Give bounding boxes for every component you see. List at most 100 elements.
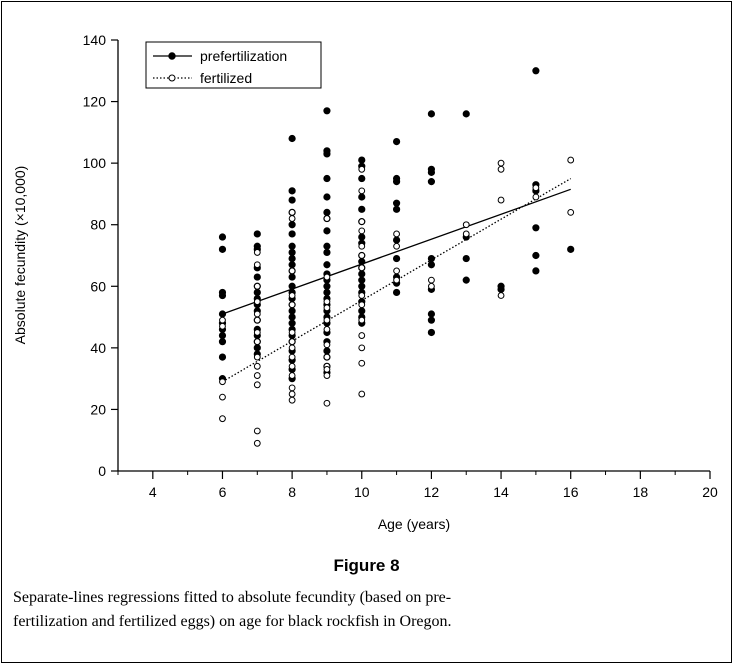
point-fertilized <box>288 338 296 346</box>
point-fertilized <box>497 196 505 204</box>
point-fertilized <box>497 165 505 173</box>
point-prefertilization <box>288 196 296 204</box>
x-tick-label: 6 <box>219 484 227 500</box>
point-prefertilization <box>323 282 331 290</box>
point-fertilized <box>532 184 540 192</box>
point-prefertilization <box>253 344 261 352</box>
point-prefertilization <box>288 134 296 143</box>
point-prefertilization <box>218 353 227 361</box>
point-fertilized <box>288 353 296 361</box>
point-fertilized <box>288 384 296 392</box>
point-prefertilization <box>427 328 436 337</box>
point-fertilized <box>253 282 261 290</box>
point-fertilized <box>462 221 470 229</box>
point-prefertilization <box>497 285 505 293</box>
point-prefertilization <box>427 168 436 176</box>
point-prefertilization <box>567 245 575 253</box>
point-prefertilization <box>323 242 331 250</box>
point-fertilized <box>219 322 226 330</box>
x-tick-label: 16 <box>563 484 579 500</box>
point-prefertilization <box>288 282 296 290</box>
point-prefertilization <box>392 205 401 213</box>
legend-marker-fertilized <box>168 74 176 82</box>
point-fertilized <box>288 362 296 370</box>
point-fertilized <box>428 282 435 290</box>
point-prefertilization <box>358 205 366 213</box>
point-fertilized <box>358 218 366 226</box>
point-fertilized <box>253 362 261 370</box>
x-tick-label: 20 <box>702 484 718 500</box>
point-fertilized <box>393 276 400 284</box>
regression-lines <box>222 177 572 383</box>
point-fertilized <box>253 249 261 256</box>
point-fertilized <box>323 298 331 306</box>
point-fertilized <box>323 316 331 324</box>
point-fertilized <box>288 292 296 299</box>
point-prefertilization <box>462 254 470 263</box>
point-fertilized <box>393 242 400 250</box>
point-prefertilization <box>323 347 331 355</box>
point-prefertilization <box>358 233 366 241</box>
point-fertilized <box>358 332 366 339</box>
point-prefertilization <box>218 310 227 318</box>
point-prefertilization <box>288 230 296 238</box>
point-fertilized <box>253 353 261 361</box>
y-tick-label: 100 <box>83 155 107 171</box>
point-fertilized <box>219 393 226 401</box>
point-fertilized <box>428 276 435 284</box>
point-fertilized <box>358 292 366 299</box>
point-prefertilization <box>392 254 401 263</box>
legend-marker-prefertilization <box>168 52 176 60</box>
point-fertilized <box>288 301 296 309</box>
point-prefertilization <box>288 313 296 321</box>
point-prefertilization <box>358 282 366 290</box>
point-prefertilization <box>323 174 331 183</box>
point-fertilized <box>253 310 261 318</box>
point-fertilized <box>323 341 331 349</box>
point-prefertilization <box>358 270 366 278</box>
point-fertilized <box>323 366 331 373</box>
point-prefertilization <box>427 310 436 318</box>
point-fertilized <box>288 267 296 275</box>
point-prefertilization <box>323 261 331 269</box>
point-prefertilization <box>358 307 366 315</box>
x-tick-label: 10 <box>354 484 370 500</box>
point-fertilized <box>358 390 366 398</box>
point-prefertilization <box>288 254 296 263</box>
y-tick-label: 120 <box>83 94 107 110</box>
point-fertilized <box>358 227 366 235</box>
point-fertilized <box>288 329 296 336</box>
point-fertilized <box>219 316 226 324</box>
point-prefertilization <box>218 233 227 241</box>
point-fertilized <box>288 215 296 222</box>
point-prefertilization <box>462 110 470 118</box>
point-prefertilization <box>323 288 331 297</box>
point-fertilized <box>288 396 296 404</box>
point-fertilized <box>393 230 400 238</box>
point-prefertilization <box>392 137 401 146</box>
point-prefertilization <box>427 261 436 269</box>
data-points <box>218 67 575 447</box>
point-prefertilization <box>323 107 331 115</box>
point-prefertilization <box>323 227 331 235</box>
point-prefertilization <box>392 178 401 186</box>
point-fertilized <box>497 159 505 167</box>
point-prefertilization <box>253 288 261 297</box>
x-tick-label: 14 <box>493 484 509 500</box>
point-prefertilization <box>532 267 540 275</box>
point-prefertilization <box>462 276 470 284</box>
point-prefertilization <box>253 230 261 238</box>
legend-label-prefertilization: prefertilization <box>200 48 287 64</box>
point-fertilized <box>358 187 366 195</box>
point-prefertilization <box>427 316 436 324</box>
point-fertilized <box>288 372 296 379</box>
point-fertilized <box>462 230 470 238</box>
figure-caption-line-2: fertilization and fertilized eggs) on ag… <box>13 613 452 630</box>
point-prefertilization <box>358 174 366 183</box>
point-fertilized <box>358 264 366 272</box>
point-prefertilization <box>288 307 296 315</box>
point-fertilized <box>358 252 366 259</box>
axes: 0 20 40 60 80 100 120 140 4 6 8 10 12 14 16 18 20 <box>83 32 718 500</box>
y-tick-label: 80 <box>90 217 106 233</box>
point-prefertilization <box>288 273 296 281</box>
